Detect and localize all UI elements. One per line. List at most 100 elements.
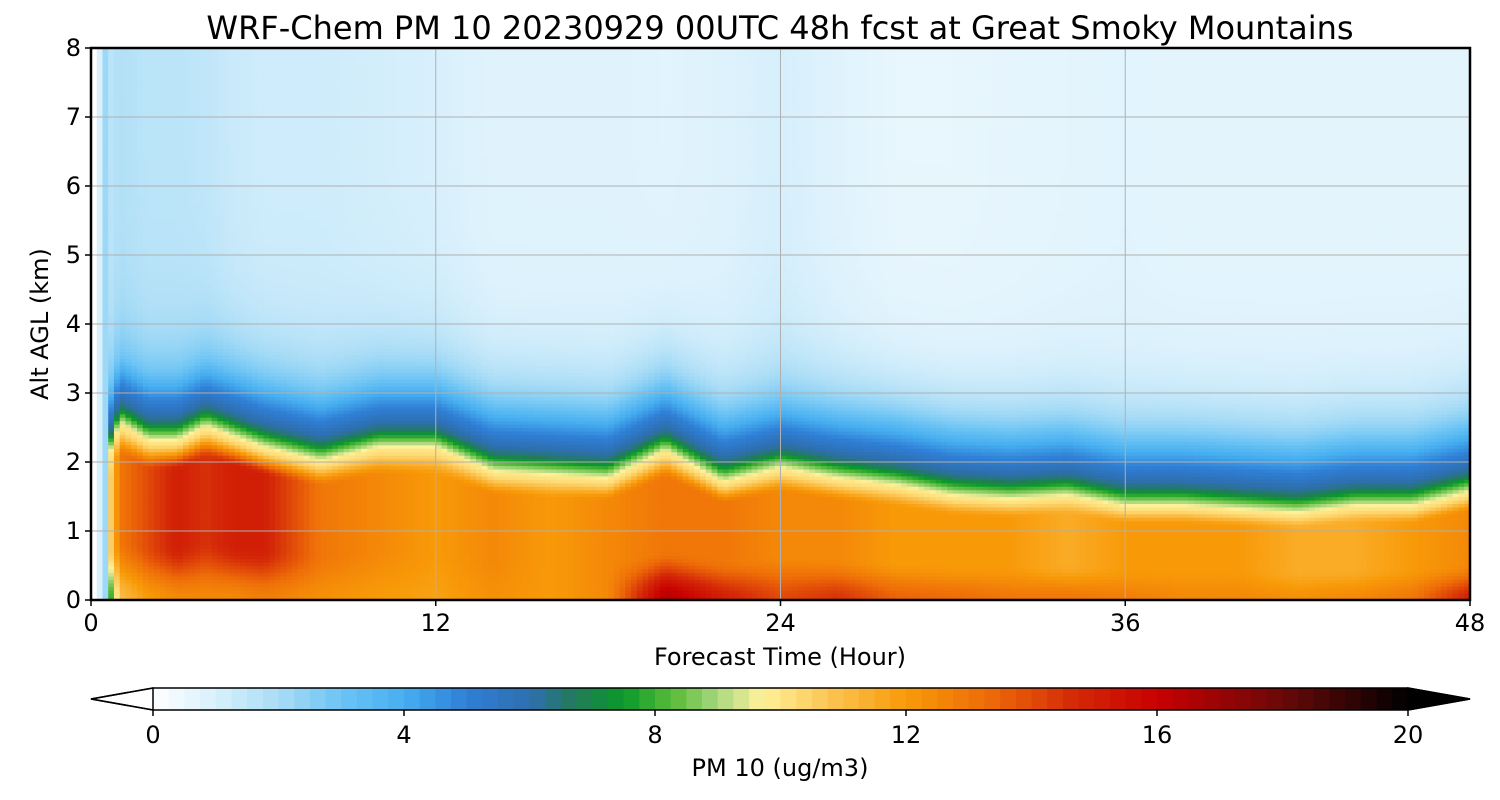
field-cell xyxy=(120,224,126,228)
field-cell xyxy=(125,472,131,476)
field-cell xyxy=(160,497,166,501)
field-cell xyxy=(194,148,200,152)
field-cell xyxy=(148,51,154,55)
field-cell xyxy=(102,169,108,173)
field-cell xyxy=(206,327,212,331)
field-cell xyxy=(148,431,154,435)
field-cell xyxy=(160,490,166,494)
field-cell xyxy=(206,462,212,466)
field-cell xyxy=(183,127,189,131)
field-cell xyxy=(212,334,218,338)
field-cell xyxy=(177,538,183,542)
field-cell xyxy=(148,472,154,476)
field-cell xyxy=(189,514,195,518)
field-cell xyxy=(194,296,200,300)
field-cell xyxy=(137,514,143,518)
field-cell xyxy=(102,120,108,124)
field-cell xyxy=(97,534,103,538)
field-cell xyxy=(171,55,177,59)
field-cell xyxy=(177,441,183,445)
field-cell xyxy=(125,314,131,318)
field-cell xyxy=(189,348,195,352)
field-cell xyxy=(206,65,212,69)
field-cell xyxy=(177,258,183,262)
field-cell xyxy=(120,290,126,294)
field-cell xyxy=(194,372,200,376)
field-cell xyxy=(143,569,149,573)
field-cell xyxy=(166,583,172,587)
field-cell xyxy=(177,138,183,142)
field-cell xyxy=(160,583,166,587)
field-cell xyxy=(148,396,154,400)
field-cell xyxy=(102,403,108,407)
field-cell xyxy=(177,179,183,183)
field-cell xyxy=(131,196,137,200)
field-cell xyxy=(206,96,212,100)
field-cell xyxy=(131,241,137,245)
field-cell xyxy=(194,269,200,273)
field-cell xyxy=(194,286,200,290)
field-cell xyxy=(212,345,218,349)
field-cell xyxy=(148,338,154,342)
field-cell xyxy=(108,386,114,390)
field-cell xyxy=(194,221,200,225)
field-cell xyxy=(194,431,200,435)
field-cell xyxy=(125,117,131,121)
field-cell xyxy=(200,465,206,469)
field-cell xyxy=(108,310,114,314)
field-cell xyxy=(114,303,120,307)
field-cell xyxy=(183,417,189,421)
field-cell xyxy=(108,207,114,211)
field-cell xyxy=(183,300,189,304)
field-cell xyxy=(125,69,131,73)
field-cell xyxy=(212,279,218,283)
field-cell xyxy=(131,586,137,590)
field-cell xyxy=(200,341,206,345)
field-cell xyxy=(194,189,200,193)
field-cell xyxy=(114,372,120,376)
field-cell xyxy=(97,131,103,135)
field-cell xyxy=(143,431,149,435)
field-cell xyxy=(120,552,126,556)
field-cell xyxy=(160,255,166,259)
field-cell xyxy=(200,269,206,273)
field-cell xyxy=(206,290,212,294)
field-cell xyxy=(148,127,154,131)
field-cell xyxy=(114,434,120,438)
field-cell xyxy=(125,169,131,173)
field-cell xyxy=(212,521,218,525)
field-cell xyxy=(189,65,195,69)
field-cell xyxy=(166,428,172,432)
field-cell xyxy=(108,383,114,387)
field-cell xyxy=(148,238,154,242)
field-cell xyxy=(120,214,126,218)
field-cell xyxy=(114,465,120,469)
field-cell xyxy=(177,172,183,176)
field-cell xyxy=(143,552,149,556)
field-cell xyxy=(189,524,195,528)
field-cell xyxy=(171,96,177,100)
field-cell xyxy=(148,234,154,238)
field-cell xyxy=(212,245,218,249)
field-cell xyxy=(97,400,103,404)
field-cell xyxy=(189,476,195,480)
field-cell xyxy=(183,476,189,480)
field-cell xyxy=(194,541,200,545)
field-cell xyxy=(143,234,149,238)
field-cell xyxy=(108,245,114,249)
field-cell xyxy=(166,538,172,542)
field-cell xyxy=(143,200,149,204)
field-cell xyxy=(177,590,183,594)
field-cell xyxy=(114,383,120,387)
field-cell xyxy=(200,428,206,432)
field-cell xyxy=(171,293,177,297)
field-cell xyxy=(97,438,103,442)
field-cell xyxy=(154,155,160,159)
field-cell xyxy=(97,365,103,369)
field-cell xyxy=(120,51,126,55)
field-cell xyxy=(200,590,206,594)
field-cell xyxy=(177,207,183,211)
field-cell xyxy=(125,103,131,107)
field-cell xyxy=(166,300,172,304)
field-cell xyxy=(194,203,200,207)
